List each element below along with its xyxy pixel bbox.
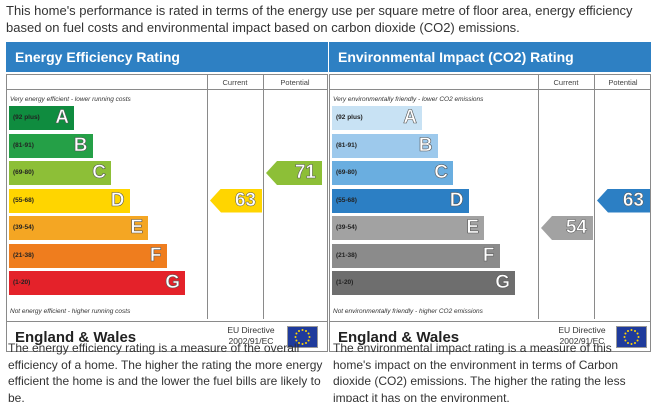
energy-band-b: (81-91) B [9,133,93,158]
environment-band-range: (81-91) [336,141,357,149]
environment-band-d: (55-68) D [332,188,469,213]
energy-band-letter: F [149,244,162,266]
energy-grid: Current Potential Very energy efficient … [6,74,328,352]
energy-potential-header: Potential [280,78,310,87]
energy-band-range: (1-20) [13,279,31,286]
environment-band-range: (69-80) [336,169,357,176]
environment-band-range: (21-38) [336,251,357,259]
energy-description: The energy efficiency rating is a measur… [8,341,323,402]
energy-band-letter: G [165,272,180,294]
environment-country: England & Wales [338,329,460,346]
energy-band-range: (55-68) [13,196,34,204]
environment-current-rating-arrow: 54 [541,216,593,240]
environment-band-letter: F [482,244,495,266]
energy-current-header: Current [222,78,248,87]
eu-flag-icon [287,326,318,348]
energy-band-letter: D [110,189,125,211]
energy-band-f: (21-38) F [9,243,167,268]
energy-band-g: (1-20) G [9,271,185,295]
energy-directive: EU Directive 2002/91/EC [227,325,275,346]
environment-grid: Current Potential Very environmentally f… [329,74,651,352]
environment-band-letter: G [495,272,510,294]
environment-panel-title: Environmental Impact (CO2) Rating [329,42,651,72]
eu-stars-icon [294,329,311,345]
environment-bottom-note: Not environmentally friendly - higher CO… [333,308,483,315]
energy-current-rating-arrow: 63 [210,188,262,213]
energy-band-letter: E [130,217,143,239]
environment-band-letter: B [418,134,433,156]
energy-band-range: (39-54) [13,224,34,231]
environment-top-note: Very environmentally friendly - lower CO… [333,96,484,103]
environment-potential-header: Potential [608,78,638,87]
environment-band-letter: E [466,217,479,239]
intro-text: This home's performance is rated in term… [6,3,633,35]
environment-band-range: (39-54) [336,224,357,231]
environment-band-letter: D [449,189,464,211]
energy-bottom-note: Not energy efficient - higher running co… [10,308,131,315]
environment-band-range: (92 plus) [336,114,363,121]
energy-band-range: (69-80) [13,169,34,176]
environment-band-range: (1-20) [336,279,354,286]
energy-country: England & Wales [15,329,137,346]
eu-flag-icon [616,326,647,348]
environment-band-letter: C [434,162,448,184]
energy-band-range: (81-91) [13,141,34,149]
environment-band-letter: A [403,107,417,129]
environment-description: The environmental impact rating is a mea… [333,341,626,402]
energy-band-d: (55-68) D [9,188,130,213]
environment-current-header: Current [553,78,579,87]
energy-band-letter: A [55,107,69,129]
energy-band-a: (92 plus) A [9,106,74,130]
environmental-impact-panel: Environmental Impact (CO2) Rating Curren… [329,42,651,352]
environment-band-e: (39-54) E [332,216,484,240]
energy-band-c: (69-80) C [9,161,111,185]
environment-band-range: (55-68) [336,196,357,204]
energy-band-letter: C [92,162,106,184]
environment-band-f: (21-38) F [332,243,500,268]
energy-band-e: (39-54) E [9,216,148,240]
energy-band-letter: B [73,134,88,156]
energy-band-range: (92 plus) [13,114,40,121]
energy-band-range: (21-38) [13,251,34,259]
eu-stars-icon [623,329,640,345]
environment-band-g: (1-20) G [332,271,515,295]
environment-directive: EU Directive 2002/91/EC [558,325,606,346]
environment-band-b: (81-91) B [332,133,438,158]
energy-potential-rating-arrow: 71 [266,161,322,185]
energy-efficiency-panel: Energy Efficiency Rating Current Potenti… [6,42,328,352]
energy-top-note: Very energy efficient - lower running co… [10,96,131,103]
energy-panel-title: Energy Efficiency Rating [6,42,328,72]
environment-potential-rating-arrow: 63 [597,188,650,213]
environment-band-a: (92 plus) A [332,106,422,130]
environment-band-c: (69-80) C [332,161,453,185]
